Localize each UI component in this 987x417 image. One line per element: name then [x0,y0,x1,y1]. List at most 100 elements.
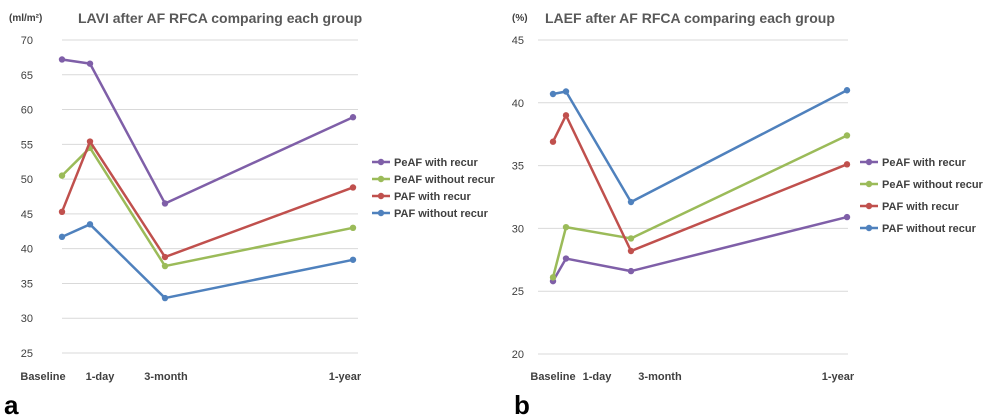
y-tick-label: 45 [512,35,524,47]
series-line [60,140,354,259]
y-tick-label: 40 [512,98,524,110]
series-line [551,215,848,282]
legend-marker [865,158,873,166]
y-tick-label: 70 [21,35,33,47]
legend-marker [377,158,385,166]
y-tick-label: 30 [21,313,33,325]
legend-item: PAF without recur [372,208,489,220]
legend-item: PeAF without recur [860,179,984,191]
data-point [843,213,851,221]
data-point [58,172,66,179]
data-point [843,87,851,94]
series-line [61,58,354,205]
y-tick-labels-a: 25 30 35 40 45 50 55 60 65 70 [21,35,33,360]
data-point [161,294,169,302]
series-2 [549,112,851,255]
y-tick-label: 20 [512,349,524,361]
legend-label: PeAF with recur [394,157,478,169]
data-point [58,208,66,216]
legend-label: PAF with recur [394,191,472,203]
series-line [551,134,848,278]
data-point [349,184,357,191]
y-tick-label: 35 [512,161,524,173]
y-tick-label: 35 [21,278,33,290]
data-point [349,256,357,263]
data-point [161,262,169,270]
x-tick-label: 3-month [638,371,682,383]
chart-panel-a: LAVI after AF RFCA comparing each group … [4,10,496,417]
series-0 [58,56,357,207]
data-point [627,267,635,275]
legend-item: PeAF without recur [372,174,496,186]
gridlines-b [538,39,848,355]
chart-panel-b: LAEF after AF RFCA comparing each group … [512,10,984,417]
legend-item: PAF without recur [860,223,977,235]
series-lines-b [549,87,851,285]
legend-marker [865,180,873,188]
y-unit-label-b: (%) [512,13,528,24]
legend-label: PeAF without recur [394,174,496,186]
legend-label: PAF without recur [394,208,489,220]
data-point [161,200,169,207]
y-tick-label: 25 [21,348,33,360]
legend-label: PeAF without recur [882,179,984,191]
data-point [843,161,851,168]
legend-item: PeAF with recur [860,157,966,169]
gridlines-a [62,39,358,354]
data-point [86,138,94,145]
data-point [58,233,66,241]
data-point [562,112,570,119]
y-tick-label: 50 [21,174,33,186]
y-tick-labels-b: 20 25 30 35 40 45 [512,35,524,361]
legend-item: PAF with recur [860,201,960,213]
data-point [161,253,169,261]
legend-marker [865,224,873,232]
series-3 [58,221,357,302]
x-tick-label: 1-year [329,371,362,383]
y-tick-label: 60 [21,105,33,117]
y-tick-label: 45 [21,209,33,221]
y-tick-label: 30 [512,223,524,235]
data-point [349,224,357,231]
legend-label: PeAF with recur [882,157,966,169]
x-tick-label: 1-day [583,371,613,383]
series-3 [549,87,851,206]
panel-label-a: a [4,390,19,417]
data-point [562,255,570,262]
x-tick-labels-b: Baseline 1-day 3-month 1-year [530,371,855,383]
x-tick-label: 1-year [822,371,855,383]
x-tick-label: 3-month [144,371,188,383]
series-lines-a [58,56,357,302]
data-point [549,90,557,98]
x-tick-label: Baseline [20,371,65,383]
legend-label: PAF with recur [882,201,960,213]
data-point [562,88,570,95]
y-tick-label: 65 [21,70,33,82]
series-1 [58,144,357,270]
data-point [86,221,94,228]
legend-item: PeAF with recur [372,157,478,169]
legend-marker [865,202,873,210]
chart-title-a: LAVI after AF RFCA comparing each group [78,10,362,26]
panel-label-b: b [514,390,530,417]
data-point [627,235,635,242]
y-tick-label: 55 [21,139,33,151]
data-point [349,114,357,121]
data-point [843,132,851,139]
data-point [549,274,557,281]
legend-item: PAF with recur [372,191,472,203]
series-2 [58,138,357,261]
data-point [549,138,557,145]
x-tick-label: Baseline [530,371,575,383]
legend-b: PeAF with recur PeAF without recur PAF wit… [860,157,984,235]
legend-marker [377,175,385,183]
data-point [627,198,635,206]
data-point [562,223,570,231]
series-line [61,146,354,268]
series-line [551,114,848,253]
chart-title-b: LAEF after AF RFCA comparing each group [545,10,835,26]
x-tick-labels-a: Baseline 1-day 3-month 1-year [20,371,362,383]
legend-a: PeAF with recur PeAF without recur PAF wit… [372,157,496,220]
legend-label: PAF without recur [882,223,977,235]
